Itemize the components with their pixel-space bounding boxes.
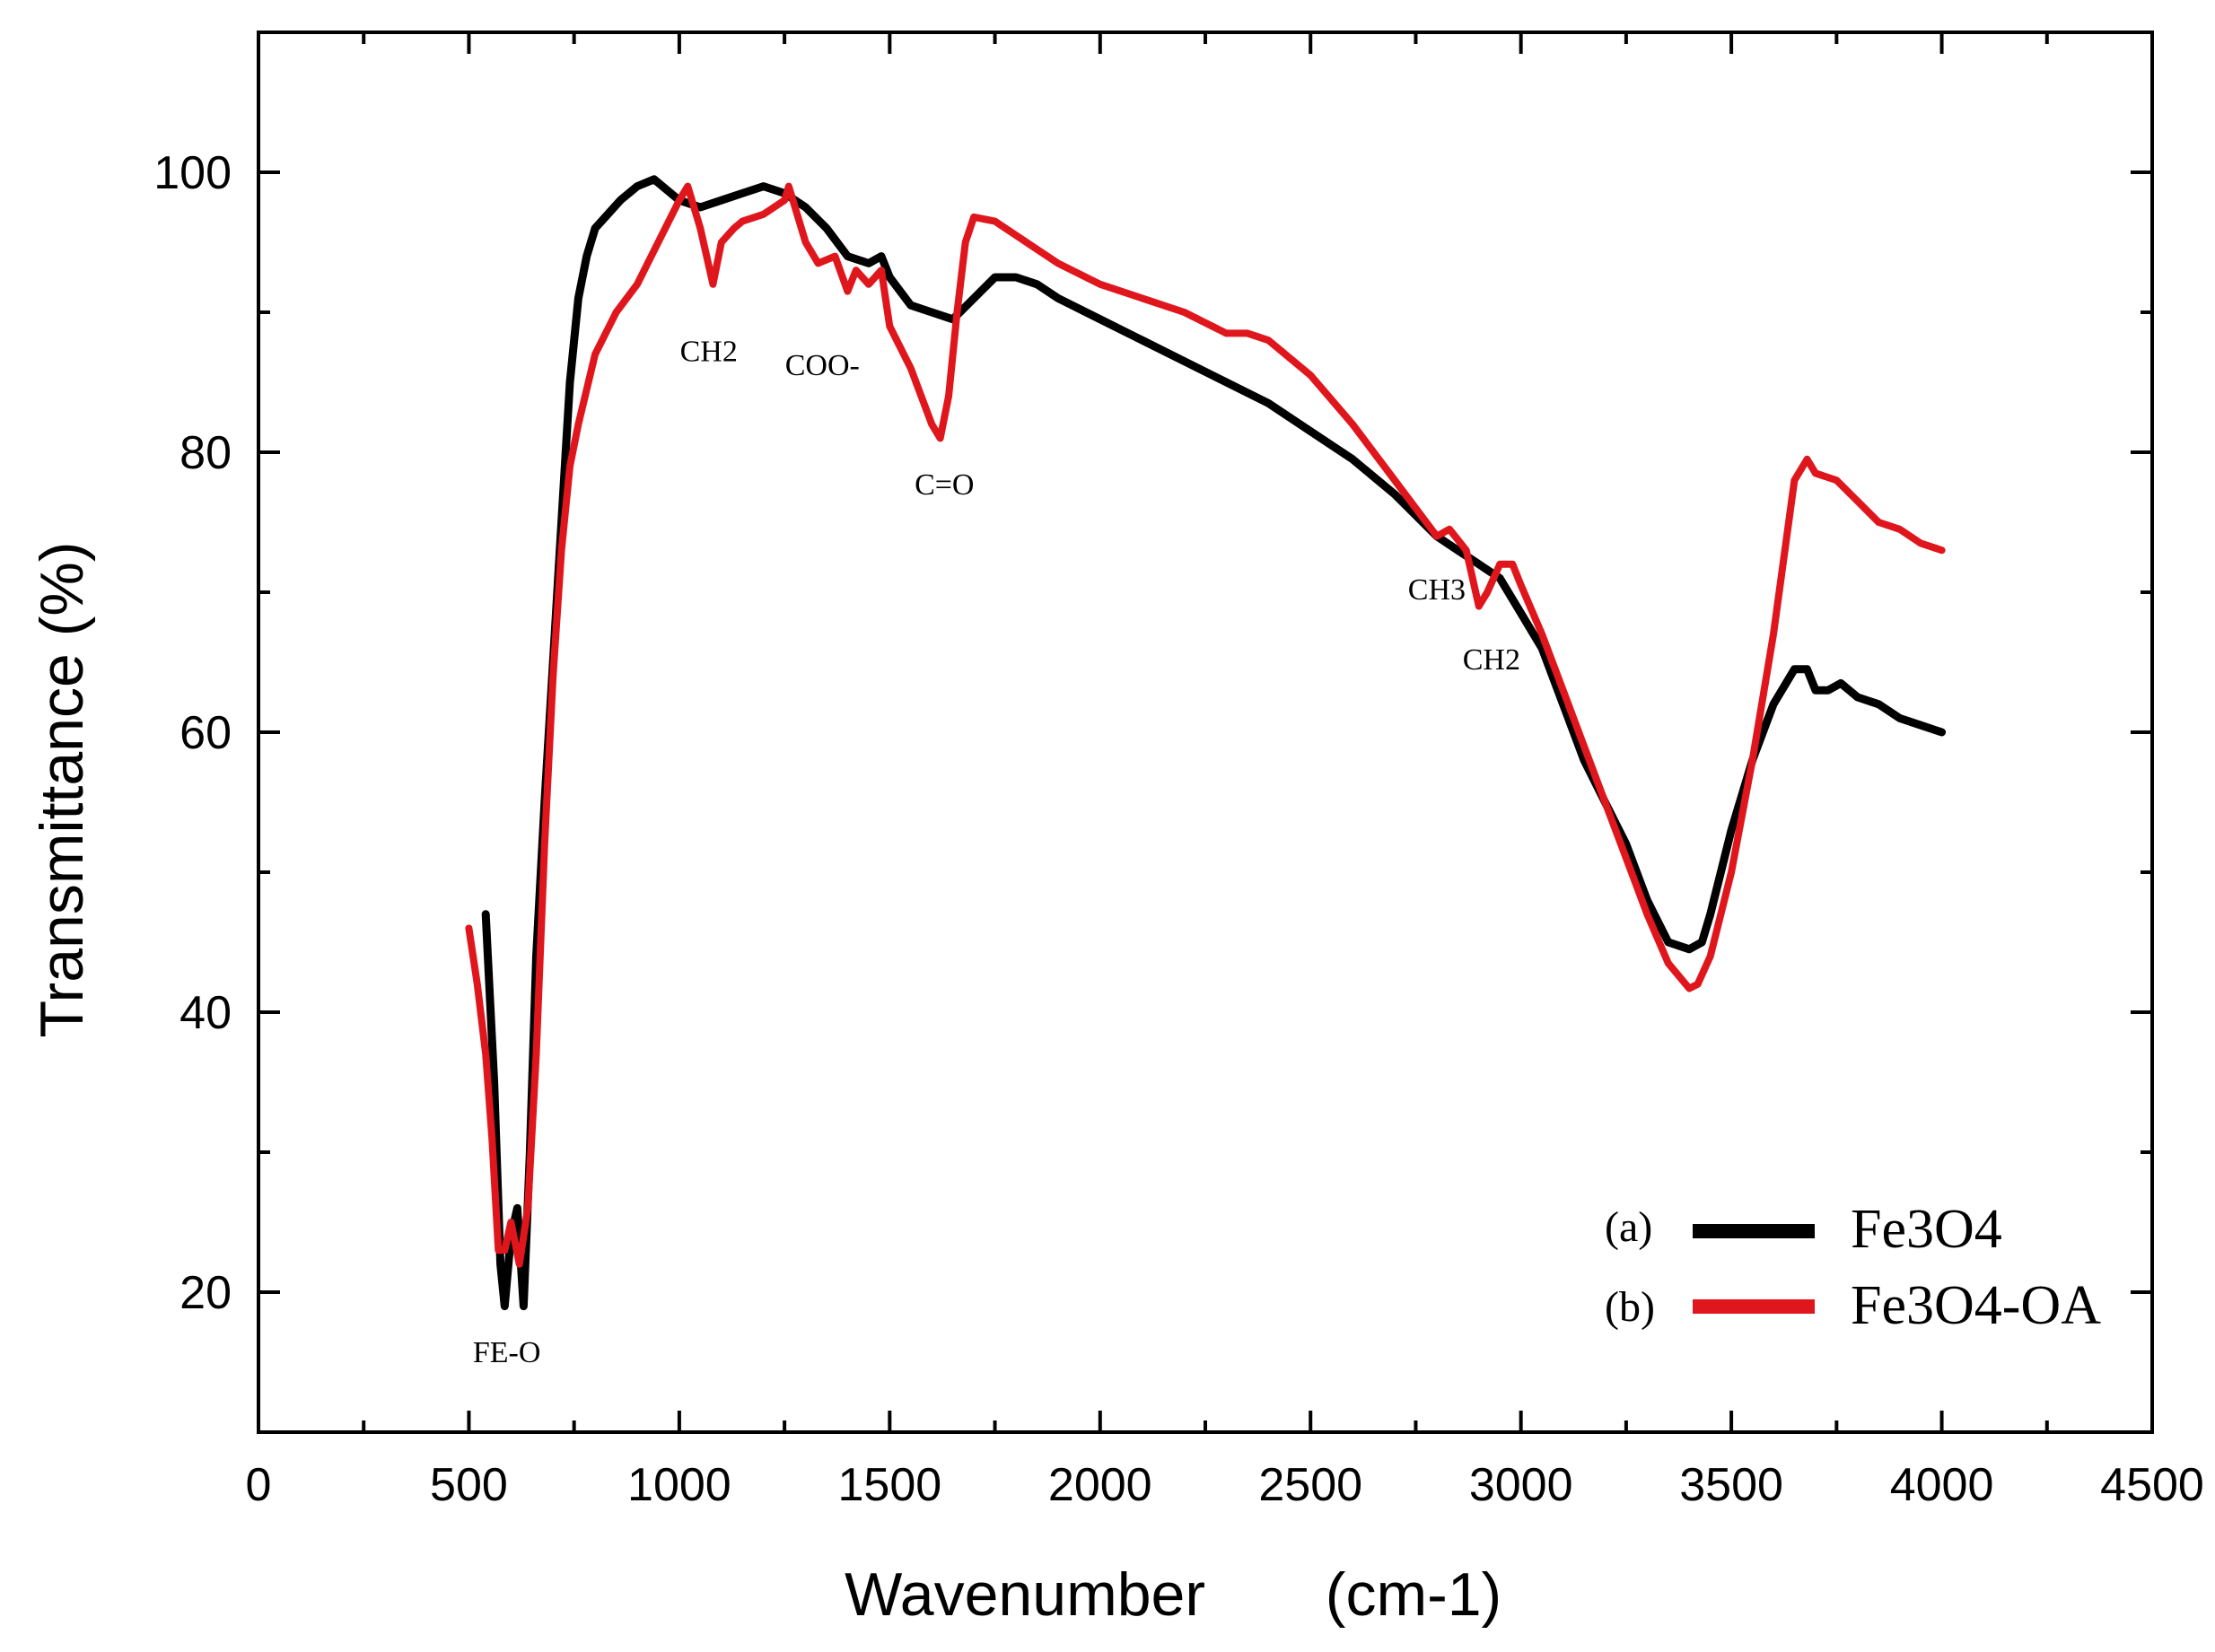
x-tick-label: 1000 bbox=[627, 1459, 731, 1511]
peak-annotation: CH2 bbox=[680, 336, 738, 369]
series-line-fe3o4 bbox=[481, 175, 1947, 1311]
peak-annotation: CH2 bbox=[1463, 643, 1520, 677]
series-line-fe3o4-oa bbox=[465, 182, 1946, 1268]
y-tick-label: 80 bbox=[179, 427, 232, 479]
series-layer bbox=[465, 175, 1947, 1311]
x-tick-label: 4000 bbox=[1890, 1459, 1994, 1511]
x-tick-label: 4500 bbox=[2100, 1459, 2204, 1511]
peak-annotation: COO- bbox=[785, 349, 860, 382]
x-axis-title: Wavenumber bbox=[845, 1560, 1205, 1629]
y-tick-label: 40 bbox=[179, 987, 232, 1039]
legend-entry-a: (a) Fe3O4 bbox=[1605, 1199, 2002, 1260]
x-tick-label: 0 bbox=[246, 1459, 272, 1511]
legend-tag-a: (a) bbox=[1605, 1203, 1652, 1251]
y-tick-label: 100 bbox=[153, 147, 232, 199]
y-axis-ticks: 20 40 60 80 100 bbox=[153, 31, 2152, 1434]
x-tick-label: 3000 bbox=[1469, 1459, 1573, 1511]
legend: (a) Fe3O4 (b) Fe3O4-OA bbox=[1605, 1199, 2101, 1336]
y-tick-label: 20 bbox=[179, 1267, 232, 1319]
peak-annotation: CH3 bbox=[1408, 573, 1466, 607]
legend-entry-b: (b) Fe3O4-OA bbox=[1605, 1275, 2101, 1336]
x-tick-label: 2500 bbox=[1258, 1459, 1362, 1511]
peak-annotation: C=O bbox=[915, 468, 974, 502]
legend-label-a: Fe3O4 bbox=[1851, 1199, 2002, 1260]
y-tick-label: 60 bbox=[179, 707, 232, 759]
y-axis-title: Transmittance (%) bbox=[28, 542, 96, 1038]
legend-tag-b: (b) bbox=[1605, 1283, 1655, 1331]
x-axis-ticks: 0 500 1000 1500 2000 2500 3000 3500 4000 4500 bbox=[246, 32, 2204, 1511]
legend-label-b: Fe3O4-OA bbox=[1851, 1275, 2101, 1336]
x-tick-label: 3500 bbox=[1679, 1459, 1783, 1511]
annotation-layer: FE-O CH2 COO- C=O CH3 CH2 bbox=[473, 336, 1520, 1369]
x-tick-label: 1500 bbox=[837, 1459, 941, 1511]
x-axis-unit: (cm-1) bbox=[1326, 1560, 1501, 1629]
x-tick-label: 2000 bbox=[1048, 1459, 1152, 1511]
peak-annotation: FE-O bbox=[473, 1336, 541, 1369]
x-tick-label: 500 bbox=[430, 1459, 508, 1511]
